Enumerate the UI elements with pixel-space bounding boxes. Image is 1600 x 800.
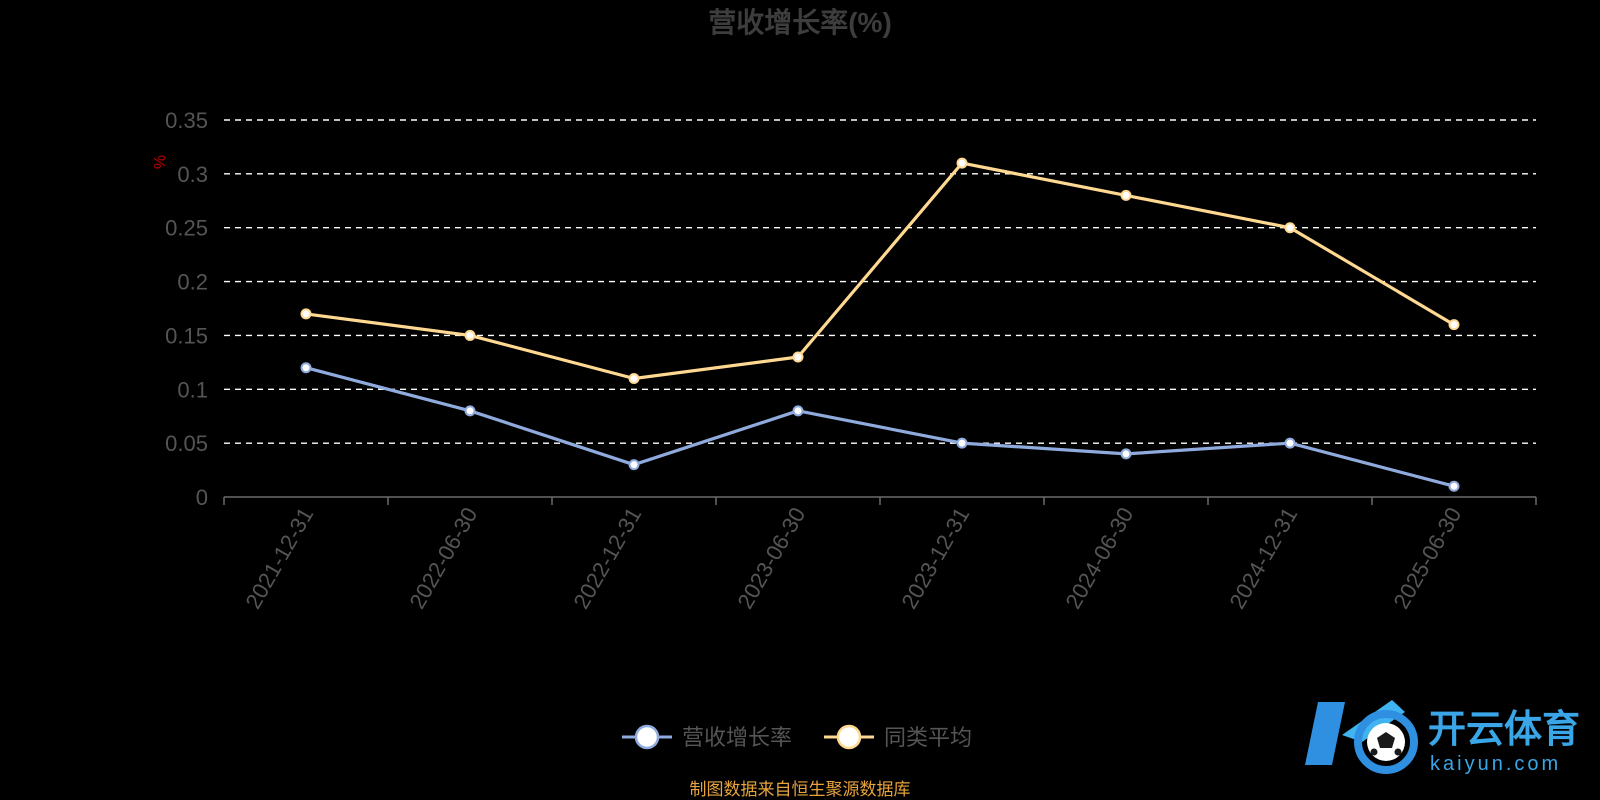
data-point-1-0	[300, 308, 312, 320]
data-point-1-1	[464, 329, 476, 341]
data-point-0-4	[956, 437, 968, 449]
grid-lines	[224, 119, 1536, 444]
y-tick-label-2: 0.1	[177, 377, 208, 402]
series-line-1	[305, 161, 1455, 381]
y-axis-ticks: 0 0.05 0.1 0.15 0.2 0.25 0.3 0.35	[165, 108, 208, 510]
data-point-1-3	[792, 351, 804, 363]
legend-label-1: 同类平均	[884, 725, 972, 750]
data-point-1-2	[628, 373, 640, 385]
x-tick-label-0: 2021-12-31	[240, 503, 318, 613]
data-point-1-7	[1448, 319, 1460, 331]
x-tick-label-7: 2025-06-30	[1388, 503, 1466, 613]
legend-item-1: 同类平均	[824, 724, 972, 750]
x-axis-tick-labels: 2021-12-31 2022-06-30 2022-12-31 2023-06-30…	[240, 503, 1466, 613]
legend-marker-0	[634, 724, 660, 750]
x-tick-label-5: 2024-06-30	[1060, 503, 1138, 613]
soccer-ball-k-logo-icon	[1305, 700, 1418, 774]
y-tick-label-5: 0.25	[165, 216, 208, 241]
legend: 营收增长率 同类平均	[622, 724, 972, 750]
x-tick-label-6: 2024-12-31	[1224, 503, 1302, 613]
chart-title: 营收增长率(%)	[708, 6, 892, 38]
y-tick-label-7: 0.35	[165, 108, 208, 133]
y-tick-label-0: 0	[196, 485, 208, 510]
x-axis	[223, 496, 1537, 505]
data-point-0-5	[1120, 448, 1132, 460]
y-tick-label-1: 0.05	[165, 431, 208, 456]
data-point-1-6	[1284, 222, 1296, 234]
data-point-0-2	[628, 459, 640, 471]
legend-item-0: 营收增长率	[622, 724, 792, 750]
watermark-logo: 开云体育 kaiyun.com	[1305, 700, 1580, 775]
legend-marker-1	[836, 724, 862, 750]
source-note: 制图数据来自恒生聚源数据库	[690, 780, 911, 799]
data-point-0-0	[300, 362, 312, 374]
data-point-0-1	[464, 405, 476, 417]
data-point-0-6	[1284, 437, 1296, 449]
legend-label-0: 营收增长率	[682, 725, 792, 750]
watermark-name: 开云体育	[1428, 709, 1580, 751]
x-tick-label-4: 2023-12-31	[896, 503, 974, 613]
data-point-1-5	[1120, 189, 1132, 201]
watermark-domain: kaiyun.com	[1430, 753, 1561, 775]
y-tick-label-6: 0.3	[177, 162, 208, 187]
x-tick-label-2: 2022-12-31	[568, 503, 646, 613]
series-lines	[300, 157, 1460, 492]
y-tick-label-4: 0.2	[177, 270, 208, 295]
data-point-0-7	[1448, 480, 1460, 492]
x-tick-label-1: 2022-06-30	[404, 503, 482, 613]
y-tick-label-3: 0.15	[165, 323, 208, 348]
data-point-1-4	[956, 157, 968, 169]
series-1	[300, 157, 1460, 385]
y-axis-unit-label: %	[152, 155, 169, 169]
series-line-0	[305, 366, 1455, 488]
data-point-0-3	[792, 405, 804, 417]
x-tick-label-3: 2023-06-30	[732, 503, 810, 613]
series-0	[300, 362, 1460, 492]
